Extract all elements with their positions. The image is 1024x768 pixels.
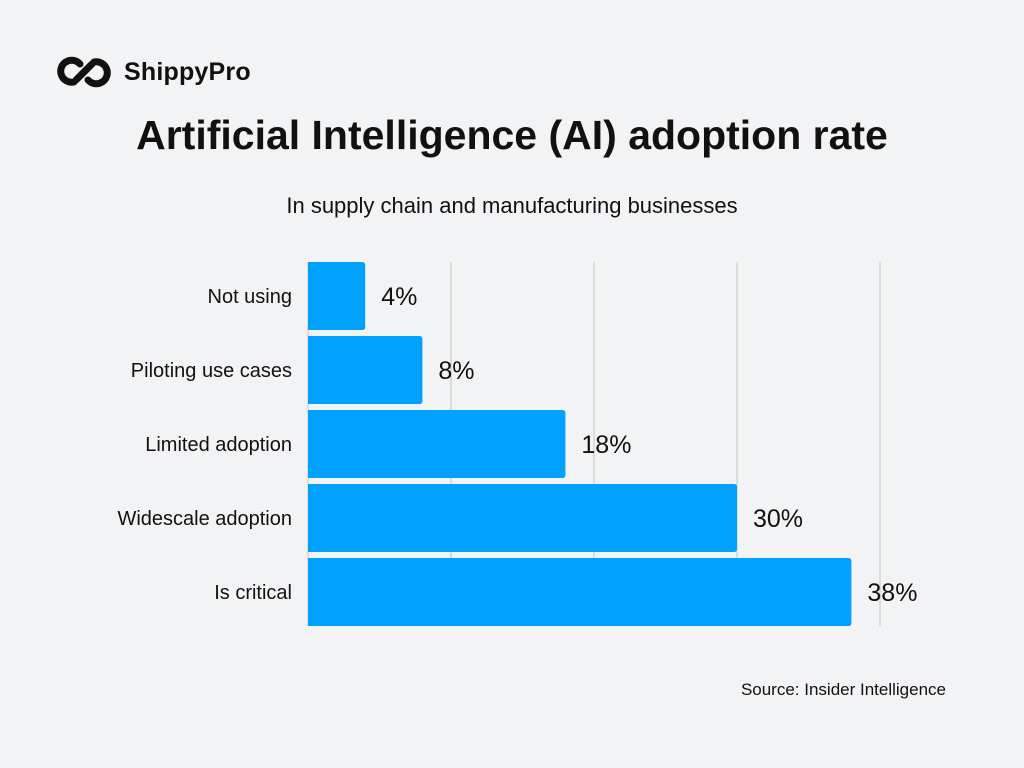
chart-subtitle: In supply chain and manufacturing busine… [286, 193, 738, 218]
category-label: Widescale adoption [117, 508, 292, 530]
bar [308, 558, 852, 626]
data-label: 30% [753, 505, 803, 533]
category-label: Not using [208, 286, 293, 308]
source-note: Source: Insider Intelligence [740, 680, 946, 699]
category-label: Is critical [214, 582, 292, 604]
data-label: 8% [438, 357, 474, 385]
data-label: 4% [381, 283, 417, 311]
infinity-link-icon [57, 56, 111, 88]
brand-logo: ShippyPro [52, 54, 251, 90]
data-label: 38% [867, 579, 917, 607]
bar [308, 336, 423, 404]
category-label: Limited adoption [145, 434, 292, 456]
chart-title: Artificial Intelligence (AI) adoption ra… [136, 112, 888, 158]
bar [308, 262, 366, 330]
bar [308, 410, 566, 478]
bar [308, 484, 737, 552]
category-label: Piloting use cases [131, 360, 292, 382]
brand-name: ShippyPro [124, 57, 251, 86]
data-label: 18% [581, 431, 631, 459]
